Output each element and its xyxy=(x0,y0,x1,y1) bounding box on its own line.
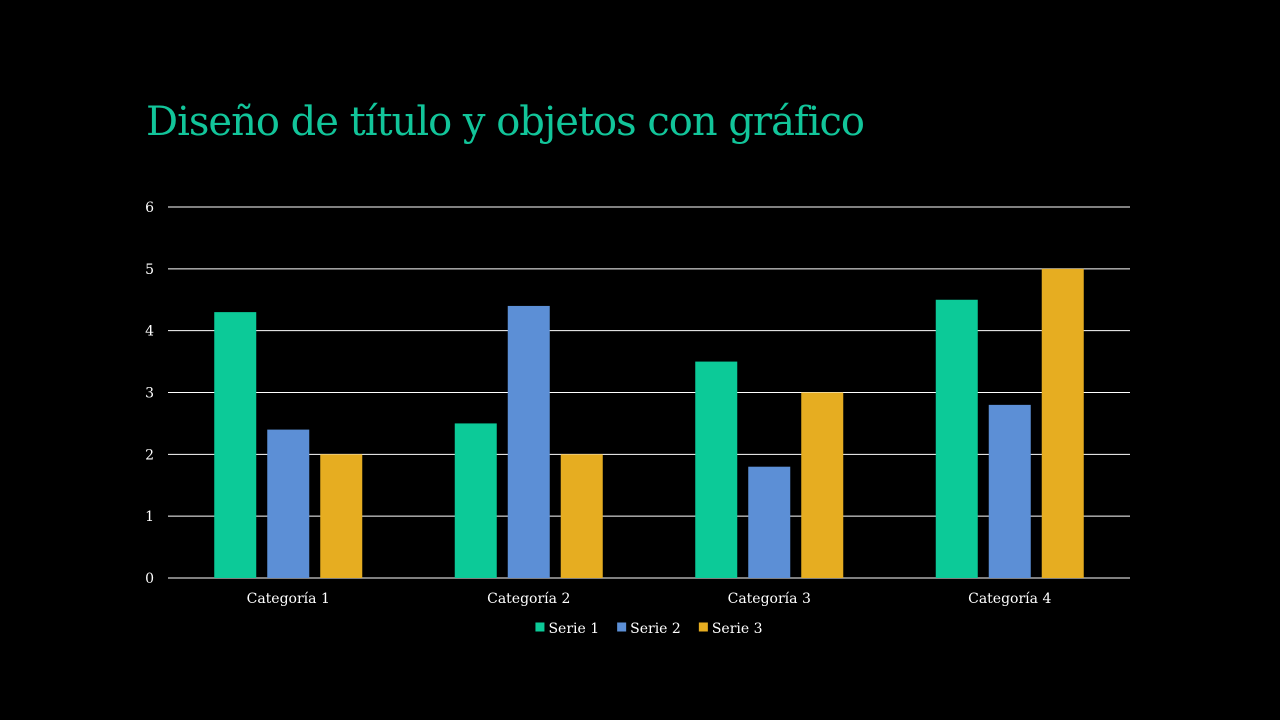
y-tick-label: 1 xyxy=(145,509,154,525)
legend-label: Serie 2 xyxy=(630,621,681,637)
y-axis-tick-labels: 0 1 2 3 4 5 6 xyxy=(145,200,154,587)
legend-label: Serie 3 xyxy=(712,621,763,637)
y-tick-label: 4 xyxy=(145,324,154,340)
legend-item-serie-1: Serie 1 xyxy=(535,621,599,637)
gridlines xyxy=(168,206,1130,579)
category-label: Categoría 4 xyxy=(968,591,1051,607)
bar-serie-1-categoria-1 xyxy=(214,312,257,578)
bar-serie-2-categoria-3 xyxy=(748,466,791,578)
y-tick-label: 3 xyxy=(145,386,154,402)
bar-serie-1-categoria-3 xyxy=(695,361,738,578)
x-axis-category-labels: Categoría 1 Categoría 2 Categoría 3 Categor… xyxy=(247,591,1052,607)
y-tick-label: 5 xyxy=(145,262,154,278)
bar-serie-3-categoria-4 xyxy=(1041,268,1084,578)
y-tick-label: 0 xyxy=(145,571,154,587)
bar-serie-1-categoria-4 xyxy=(935,299,978,578)
bar-serie-2-categoria-1 xyxy=(267,429,310,578)
legend-swatch xyxy=(617,622,627,632)
legend-item-serie-3: Serie 3 xyxy=(698,621,763,637)
legend-item-serie-2: Serie 2 xyxy=(617,621,681,637)
category-label: Categoría 2 xyxy=(487,591,570,607)
y-tick-label: 2 xyxy=(145,447,154,463)
y-tick-label: 6 xyxy=(145,200,154,216)
bar-serie-3-categoria-3 xyxy=(801,392,844,578)
bars xyxy=(214,268,1084,578)
category-label: Categoría 3 xyxy=(728,591,811,607)
legend-label: Serie 1 xyxy=(548,621,599,637)
legend-swatch xyxy=(698,622,708,632)
slide-title: Diseño de título y objetos con gráfico xyxy=(146,99,865,145)
legend: Serie 1 Serie 2 Serie 3 xyxy=(535,621,763,637)
legend-swatch xyxy=(535,622,545,632)
bar-serie-1-categoria-2 xyxy=(454,423,497,578)
bar-serie-2-categoria-4 xyxy=(988,404,1031,578)
bar-serie-3-categoria-1 xyxy=(320,454,363,578)
bar-serie-3-categoria-2 xyxy=(560,454,603,578)
bar-serie-2-categoria-2 xyxy=(507,305,550,578)
category-label: Categoría 1 xyxy=(247,591,330,607)
